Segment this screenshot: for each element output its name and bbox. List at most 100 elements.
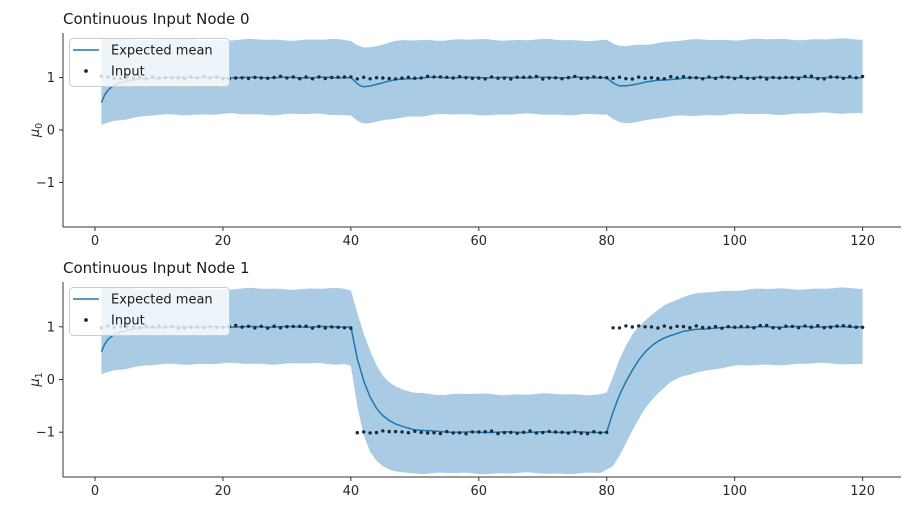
input-dot: [662, 77, 666, 81]
input-dot: [733, 76, 737, 81]
input-dot: [637, 75, 641, 79]
legend-box: [69, 38, 230, 87]
x-tick-label: 0: [91, 484, 99, 499]
input-dot: [432, 431, 436, 435]
y-tick-label: 0: [47, 124, 55, 139]
input-dot: [336, 75, 340, 79]
input-dot: [688, 326, 692, 330]
input-dot: [809, 325, 814, 329]
input-dot: [745, 76, 750, 81]
x-tick-label: 20: [215, 484, 232, 499]
y-tick-label: −1: [36, 176, 55, 191]
input-dot: [393, 429, 398, 434]
input-dot: [291, 324, 295, 329]
input-dot: [246, 324, 251, 328]
input-dot: [726, 75, 730, 80]
legend-label-expected-mean: Expected mean: [111, 293, 213, 308]
input-dot: [515, 75, 519, 79]
input-dot: [707, 75, 711, 79]
input-dot: [272, 75, 276, 80]
input-dot: [796, 326, 801, 330]
input-dot: [841, 324, 846, 328]
input-dot: [521, 75, 526, 80]
input-dot: [630, 77, 634, 81]
input-dot: [765, 323, 769, 328]
input-dot: [777, 326, 782, 330]
input-dot: [675, 76, 679, 80]
input-dot: [509, 77, 513, 81]
input-dot: [317, 75, 321, 79]
input-dot: [451, 76, 455, 80]
input-dot: [368, 77, 372, 81]
input-dot: [406, 431, 411, 435]
input-dot: [457, 75, 462, 79]
input-dot: [464, 432, 468, 436]
x-tick-label: 100: [722, 484, 747, 499]
input-dot: [579, 431, 583, 435]
input-dot: [553, 76, 558, 80]
input-dot: [342, 75, 347, 79]
input-dot: [739, 324, 743, 329]
input-dot: [534, 431, 539, 435]
input-dot: [611, 76, 615, 81]
input-dot: [304, 324, 308, 328]
input-dot: [387, 76, 391, 81]
input-dot: [585, 76, 590, 80]
input-dot: [573, 430, 577, 434]
input-dot: [579, 76, 583, 81]
input-dot: [362, 75, 366, 80]
input-dot: [266, 326, 270, 330]
legend-0: Expected mean Input: [69, 38, 230, 87]
input-dot: [726, 324, 730, 329]
input-dot: [713, 76, 718, 81]
input-dot: [765, 77, 769, 81]
x-tick-label: 100: [722, 234, 747, 249]
input-dot: [592, 430, 596, 434]
input-dot: [835, 324, 839, 328]
legend-label-expected-mean: Expected mean: [111, 44, 213, 59]
y-tick-label: −1: [36, 426, 55, 441]
input-dot: [822, 77, 826, 81]
input-dot: [362, 430, 366, 434]
input-dot: [816, 76, 820, 81]
confidence-band: [101, 37, 863, 125]
input-dot: [400, 430, 404, 434]
input-dot: [438, 75, 443, 79]
input-dot: [323, 76, 327, 81]
input-dot: [445, 75, 449, 80]
y-tick-label: 0: [47, 373, 55, 388]
x-tick-label: 120: [850, 484, 875, 499]
x-tick-label: 120: [850, 234, 875, 249]
input-dot: [285, 76, 289, 80]
x-tick-label: 40: [343, 484, 360, 499]
input-dot: [413, 76, 417, 80]
input-dot: [419, 430, 423, 435]
input-dot: [848, 324, 852, 328]
input-dot: [298, 324, 302, 328]
input-dot: [560, 77, 564, 81]
legend-dot-swatch: [84, 318, 88, 322]
input-dot: [758, 75, 762, 80]
input-dot: [304, 75, 308, 79]
input-dot: [534, 74, 539, 79]
input-dot: [605, 76, 609, 80]
input-dot: [336, 325, 340, 329]
input-dot: [521, 430, 526, 434]
input-dot: [649, 325, 654, 329]
input-dot: [483, 77, 487, 81]
input-dot: [566, 75, 571, 80]
input-dot: [707, 326, 711, 330]
legend-box: [69, 287, 230, 336]
input-dot: [784, 75, 788, 80]
input-dot: [317, 324, 321, 329]
input-dot: [617, 75, 622, 79]
input-dot: [733, 325, 737, 329]
input-dot: [489, 75, 494, 79]
input-dot: [374, 76, 379, 80]
input-dot: [611, 326, 615, 330]
input-dot: [330, 75, 334, 80]
input-dot: [445, 429, 449, 434]
input-dot: [854, 325, 858, 329]
y-tick-label: 1: [47, 71, 55, 86]
legend-label-input: Input: [111, 65, 145, 80]
